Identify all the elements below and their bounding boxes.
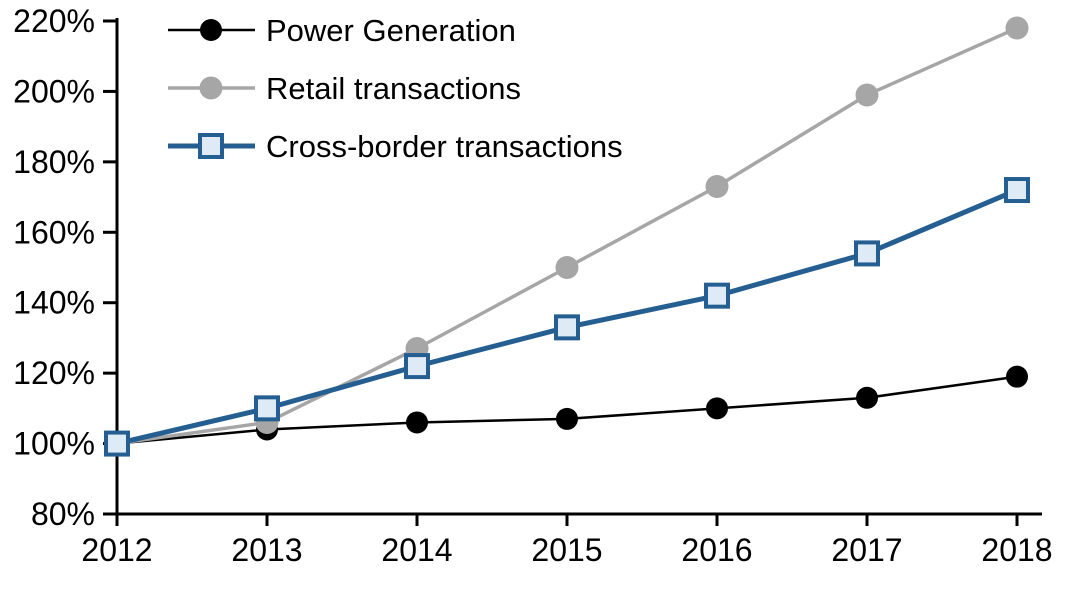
data-point bbox=[1005, 16, 1029, 40]
series-layer bbox=[104, 16, 1030, 457]
x-axis: 2012 2013 2014 2015 2016 2017 2018 bbox=[81, 512, 1053, 568]
data-point bbox=[705, 175, 729, 199]
data-point bbox=[404, 353, 430, 380]
y-tick-label: 220% bbox=[13, 3, 95, 39]
legend-marker bbox=[199, 76, 223, 100]
data-point bbox=[704, 282, 730, 309]
legend-marker bbox=[198, 133, 224, 159]
x-tick-label: 2015 bbox=[531, 532, 602, 568]
data-point bbox=[1004, 177, 1030, 204]
legend-label: Power Generation bbox=[266, 13, 516, 48]
data-point bbox=[706, 397, 728, 420]
y-tick-label: 80% bbox=[31, 496, 95, 532]
x-tick-label: 2018 bbox=[981, 532, 1052, 568]
data-point bbox=[855, 83, 879, 107]
series-line bbox=[116, 26, 1018, 446]
y-tick-label: 160% bbox=[13, 214, 95, 250]
data-point bbox=[555, 256, 579, 279]
x-tick-label: 2016 bbox=[681, 532, 752, 568]
y-tick-label: 120% bbox=[13, 355, 95, 391]
x-tick-label: 2014 bbox=[381, 532, 452, 568]
data-point bbox=[854, 240, 880, 267]
y-axis: 80% 100% 120% 140% 160% 180% 200% 220% bbox=[13, 3, 119, 532]
data-point bbox=[104, 430, 130, 457]
data-point bbox=[856, 386, 878, 409]
legend-item: Cross-border transactions bbox=[168, 129, 623, 164]
data-point bbox=[556, 407, 578, 430]
legend-item: Power Generation bbox=[168, 13, 516, 48]
data-point bbox=[554, 314, 580, 341]
y-tick-label: 200% bbox=[13, 73, 95, 109]
data-point bbox=[1006, 365, 1028, 388]
legend-label: Retail transactions bbox=[266, 71, 521, 106]
legend-label: Cross-border transactions bbox=[266, 129, 623, 164]
legend-item: Retail transactions bbox=[168, 71, 521, 106]
data-point bbox=[406, 411, 428, 434]
legend-marker bbox=[200, 19, 222, 41]
legend: Power Generation Retail transactions Cross… bbox=[168, 13, 623, 164]
y-tick-label: 180% bbox=[13, 144, 95, 180]
series-retail-transactions bbox=[105, 16, 1029, 456]
y-tick-label: 140% bbox=[13, 285, 95, 321]
x-tick-label: 2013 bbox=[231, 532, 302, 568]
data-point bbox=[254, 395, 280, 422]
y-tick-label: 100% bbox=[13, 426, 95, 462]
x-tick-label: 2017 bbox=[831, 532, 902, 568]
series-power-generation bbox=[106, 365, 1028, 455]
x-tick-label: 2012 bbox=[81, 532, 152, 568]
series-cross-border-transactions bbox=[104, 177, 1030, 457]
